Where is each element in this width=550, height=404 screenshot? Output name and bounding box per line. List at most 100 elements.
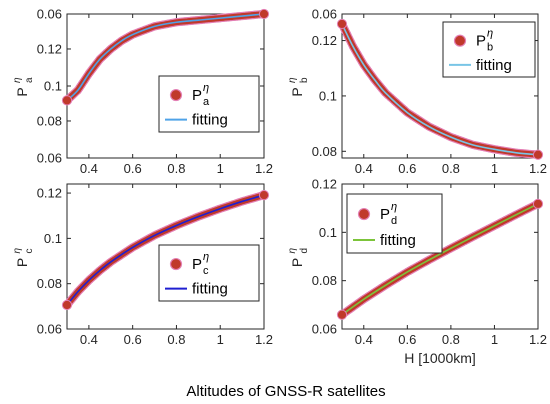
- ylabel-b: Pη b: [287, 77, 310, 97]
- ylabel-sub: c: [24, 249, 35, 254]
- legend-marker-label: P: [192, 87, 202, 104]
- xtick-label: 0.4: [355, 161, 373, 176]
- fitting-line-a: [66, 13, 265, 101]
- ylabel-base: P: [14, 87, 30, 96]
- legend-marker-label: P: [380, 206, 390, 223]
- legend-box: [346, 193, 443, 254]
- legend-box: [158, 75, 260, 133]
- end-marker: [61, 299, 73, 311]
- ytick-label: 0.1: [44, 231, 62, 246]
- plot-area-d: [336, 198, 544, 320]
- xtick-label: 1.2: [529, 161, 547, 176]
- ytick-label: 0.1: [319, 88, 337, 103]
- legend-line-label: fitting: [192, 281, 228, 298]
- fitting-line-d: [341, 203, 539, 316]
- ylabel-base: P: [289, 87, 305, 96]
- legend-marker-sub: b: [487, 42, 493, 54]
- plot-area-b: [336, 18, 544, 160]
- xtick-label: 0.8: [442, 332, 460, 347]
- end-marker: [61, 95, 73, 106]
- legend-marker-sub: d: [391, 215, 397, 227]
- xtick-label: 0.8: [167, 332, 185, 347]
- legend-marker-sup: η: [203, 251, 209, 263]
- legend-marker-sup: η: [487, 28, 493, 40]
- ytick-label: 0.08: [37, 276, 62, 291]
- ytick-label: 0.06: [37, 151, 62, 166]
- ylabel-c: Pη c: [12, 248, 35, 268]
- ylabel-sup: η: [12, 77, 23, 83]
- legend-marker-sub: c: [203, 265, 209, 277]
- ytick-label: 0.08: [312, 144, 337, 159]
- ytick-label: 0.08: [37, 113, 62, 128]
- xtick-label: 1: [217, 161, 224, 176]
- xtick-label: 0.8: [167, 161, 185, 176]
- ytick-label: 0.12: [312, 33, 337, 48]
- legend-line-label: fitting: [476, 57, 512, 74]
- fitting-line-b: [341, 23, 539, 156]
- ytick-label: 0.1: [319, 225, 337, 240]
- plot-area-a: [61, 8, 270, 106]
- end-marker: [258, 8, 270, 20]
- ytick-label: 0.12: [312, 177, 337, 192]
- xtick-label: 1.2: [255, 332, 273, 347]
- xtick-label: 0.8: [442, 161, 460, 176]
- legend-line-label: fitting: [192, 112, 228, 129]
- ylabel-a: Pη a: [12, 77, 35, 97]
- ylabel-sub: a: [24, 77, 35, 83]
- ylabel-d: Pη d: [287, 248, 310, 268]
- end-marker: [532, 198, 544, 209]
- xtick-label: 0.4: [80, 161, 98, 176]
- xtick-label: 0.6: [124, 332, 142, 347]
- xtick-label: 0.4: [80, 332, 98, 347]
- legend-marker: [169, 257, 183, 271]
- plot-area-c: [61, 190, 270, 311]
- ytick-label: 0.12: [37, 41, 62, 56]
- xtick-label: 1: [217, 332, 224, 347]
- legend-marker-sup: η: [203, 82, 209, 94]
- legend-marker: [453, 34, 467, 47]
- ytick-label: 0.06: [37, 7, 62, 22]
- ytick-label: 0.08: [312, 273, 337, 288]
- legend-marker-sub: a: [203, 96, 210, 108]
- ylabel-base: P: [289, 258, 305, 267]
- xlabel-d: H [1000km]: [404, 350, 476, 366]
- ylabel-sup: η: [12, 248, 23, 254]
- xtick-label: 0.6: [398, 332, 416, 347]
- legend-marker-sup: η: [391, 201, 397, 213]
- legend-box: [158, 244, 260, 302]
- end-marker: [336, 309, 348, 320]
- xtick-label: 1: [491, 332, 498, 347]
- legend-marker: [169, 88, 183, 102]
- fitting-line-c: [66, 194, 265, 306]
- ytick-label: 0.1: [44, 79, 62, 94]
- ytick-label: 0.06: [312, 322, 337, 337]
- figure-caption: Altitudes of GNSS-R satellites: [186, 383, 385, 400]
- xtick-label: 0.4: [355, 332, 373, 347]
- ytick-label: 0.06: [312, 7, 337, 22]
- ytick-label: 0.06: [37, 322, 62, 337]
- ylabel-base: P: [14, 258, 30, 267]
- xtick-label: 0.6: [124, 161, 142, 176]
- ylabel-sub: b: [299, 77, 310, 83]
- xtick-label: 0.6: [398, 161, 416, 176]
- legend-marker-label: P: [476, 33, 486, 50]
- xtick-label: 1: [491, 161, 498, 176]
- end-marker: [258, 190, 270, 201]
- ylabel-sup: η: [287, 248, 298, 254]
- legend-line-label: fitting: [380, 232, 416, 249]
- legend-marker-label: P: [192, 256, 202, 273]
- end-marker: [532, 149, 544, 160]
- xtick-label: 1.2: [255, 161, 273, 176]
- xtick-label: 1.2: [529, 332, 547, 347]
- legend-box: [442, 21, 536, 78]
